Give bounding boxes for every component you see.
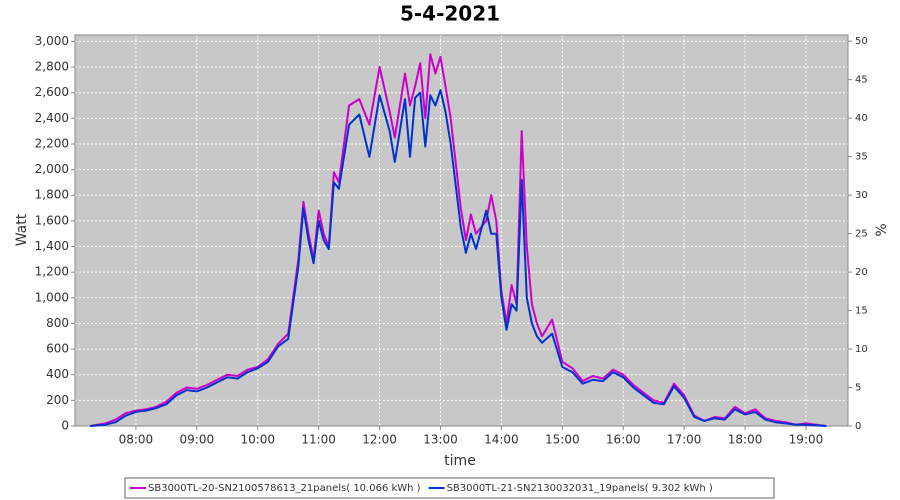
y-tick-label: 1,000	[35, 290, 69, 304]
y2-tick-label: 45	[855, 75, 868, 86]
y2-tick-label: 20	[855, 267, 868, 278]
y-tick-label: 1,400	[35, 239, 69, 253]
y-tick-label: 3,000	[35, 34, 69, 48]
y2-tick-label: 10	[855, 344, 868, 355]
y-tick-label: 1,800	[35, 188, 69, 202]
y2-tick-label: 25	[855, 229, 868, 240]
y2-tick-label: 5	[855, 383, 861, 394]
y-tick-label: 600	[46, 342, 69, 356]
x-axis-title: time	[444, 453, 476, 469]
y-tick-label: 2,400	[35, 111, 69, 125]
y-tick-label: 2,000	[35, 162, 69, 176]
x-tick-label: 13:00	[423, 433, 458, 447]
x-tick-label: 14:00	[484, 433, 519, 447]
x-tick-label: 11:00	[301, 433, 336, 447]
plot-border	[74, 34, 849, 427]
x-tick-label: 12:00	[362, 433, 397, 447]
legend-label: SB3000TL-21-SN2130032031_19panels( 9.302…	[447, 483, 713, 494]
y2-tick-label: 30	[855, 190, 868, 201]
y-tick-label: 2,600	[35, 85, 69, 99]
x-tick-label: 08:00	[119, 433, 154, 447]
x-tick-label: 15:00	[545, 433, 580, 447]
y2-tick-label: 15	[855, 306, 868, 317]
series-line	[90, 53, 827, 427]
chart-title: 5-4-2021	[400, 2, 500, 26]
series-line	[90, 89, 827, 427]
y-axis-title: Watt	[14, 213, 30, 246]
legend-box	[124, 477, 775, 499]
y-tick-label: 2,200	[35, 136, 69, 150]
x-tick-label: 17:00	[667, 433, 702, 447]
y-tick-label: 200	[46, 393, 69, 407]
x-tick-label: 19:00	[789, 433, 824, 447]
y2-tick-label: 35	[855, 152, 868, 163]
y-tick-label: 1,200	[35, 265, 69, 279]
y2-tick-label: 40	[855, 113, 868, 124]
y2-axis-title: %	[874, 223, 890, 236]
x-tick-label: 16:00	[606, 433, 641, 447]
y-tick-label: 0	[61, 419, 69, 433]
x-tick-label: 10:00	[240, 433, 275, 447]
y-tick-label: 400	[46, 367, 69, 381]
y2-tick-label: 0	[855, 421, 861, 432]
y2-tick-label: 50	[855, 36, 868, 47]
x-tick-label: 18:00	[728, 433, 763, 447]
legend-label: SB3000TL-20-SN2100578613_21panels( 10.06…	[148, 483, 421, 494]
y-tick-label: 800	[46, 316, 69, 330]
x-tick-label: 09:00	[180, 433, 215, 447]
y-tick-label: 2,800	[35, 60, 69, 74]
y-tick-label: 1,600	[35, 213, 69, 227]
